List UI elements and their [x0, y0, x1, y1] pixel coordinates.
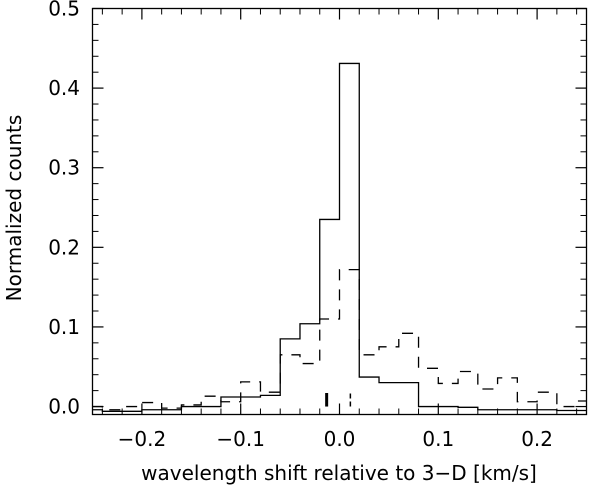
x-tick-label: 0.0	[324, 427, 356, 451]
x-tick-label: −0.2	[118, 427, 167, 451]
y-tick-label: 0.3	[48, 156, 80, 180]
y-tick-label: 0.0	[48, 395, 80, 419]
x-tick-labels: −0.2 −0.1 0.0 0.1 0.2	[118, 427, 553, 451]
y-tick-label: 0.4	[48, 76, 80, 100]
y-tick-labels: 0.0 0.1 0.2 0.3 0.4 0.5	[48, 0, 80, 419]
axis-ticks	[92, 7, 587, 415]
histogram-solid-series	[92, 62, 587, 412]
series-layer	[92, 62, 587, 412]
marker-layer	[325, 393, 352, 407]
x-tick-label: 0.2	[521, 427, 553, 451]
y-tick-label: 0.1	[48, 315, 80, 339]
y-tick-label: 0.2	[48, 235, 80, 259]
x-tick-label: 0.1	[422, 427, 454, 451]
y-axis-title: Normalized counts	[2, 115, 26, 302]
histogram-dashed-series	[92, 268, 587, 411]
x-tick-label: −0.1	[216, 427, 265, 451]
x-axis-title: wavelength shift relative to 3−D [km/s]	[141, 461, 537, 485]
y-tick-label: 0.5	[48, 0, 80, 21]
plot-area	[91, 7, 588, 416]
